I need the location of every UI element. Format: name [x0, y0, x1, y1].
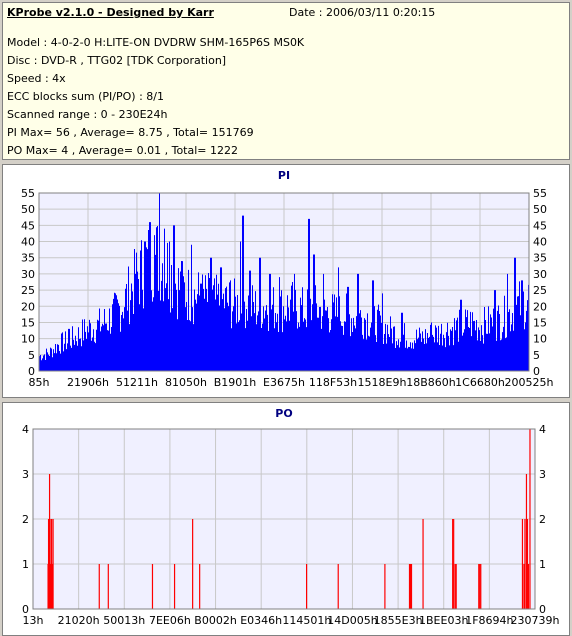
pi-bars [39, 193, 529, 371]
y-tick-label-left: 15 [21, 316, 35, 329]
x-tick-label: 85h [29, 376, 50, 389]
y-tick-label-left: 4 [22, 423, 29, 436]
y-tick-label-left: 0 [22, 603, 29, 616]
x-tick-label: 200525h [505, 376, 554, 389]
y-tick-label-left: 35 [21, 252, 35, 265]
x-tick-label: 21020h [58, 614, 100, 627]
po-bars [47, 429, 531, 609]
x-tick-label: B1901h [214, 376, 257, 389]
x-tick-label: 7EE06h [149, 614, 191, 627]
y-tick-label-left: 40 [21, 236, 35, 249]
y-tick-label-right: 3 [539, 468, 546, 481]
scan-date: Date : 2006/03/11 0:20:15 [289, 6, 436, 19]
x-tick-label: 230739h [511, 614, 560, 627]
app-title: KProbe v2.1.0 - Designed by Karr [7, 6, 214, 19]
x-tick-label: 1F8694h [465, 614, 513, 627]
x-tick-label: 51211h [116, 376, 158, 389]
po-chart: PO 0 0 1 1 2 2 3 3 4 4 13h 21020h 50013h 7EE06h B0002h E… [22, 407, 560, 627]
x-tick-label: 18B860h [406, 376, 456, 389]
x-tick-label: 1855E3h [374, 614, 423, 627]
y-tick-label-left: 45 [21, 219, 35, 232]
y-tick-label-right: 5 [533, 349, 540, 362]
y-tick-label-right: 50 [533, 203, 547, 216]
y-tick-label-right: 2 [539, 513, 546, 526]
info-ecc: ECC blocks sum (PI/PO) : 8/1 [7, 90, 164, 103]
y-tick-label-right: 15 [533, 316, 547, 329]
plot-border [38, 192, 530, 372]
y-tick-label-left: 50 [21, 203, 35, 216]
y-tick-label-right: 35 [533, 252, 547, 265]
x-tick-label: 50013h [103, 614, 145, 627]
info-panel: KProbe v2.1.0 - Designed by Karr Date : … [2, 2, 570, 160]
x-tick-label: B0002h [194, 614, 237, 627]
y-tick-label-left: 25 [21, 284, 35, 297]
y-tick-label-left: 5 [28, 349, 35, 362]
y-tick-label-right: 0 [539, 603, 546, 616]
y-tick-label-left: 55 [21, 187, 35, 200]
x-tick-label: 14D005h [327, 614, 377, 627]
x-tick-label: 21906h [67, 376, 109, 389]
y-tick-label-left: 0 [28, 365, 35, 378]
info-speed: Speed : 4x [7, 72, 66, 85]
y-tick-label-right: 25 [533, 284, 547, 297]
x-tick-label: E0346h [240, 614, 282, 627]
x-tick-label: 118F53h [309, 376, 357, 389]
y-tick-label-left: 1 [22, 558, 29, 571]
info-po-stats: PO Max= 4 , Average= 0.01 , Total= 1222 [7, 144, 238, 157]
y-tick-label-right: 1 [539, 558, 546, 571]
y-tick-label-right: 30 [533, 268, 547, 281]
x-tick-label: 81050h [165, 376, 207, 389]
x-tick-label: 1518E9h [358, 376, 407, 389]
y-tick-label-left: 20 [21, 300, 35, 313]
x-tick-label: 13h [23, 614, 44, 627]
y-tick-label-right: 55 [533, 187, 547, 200]
y-tick-label-right: 10 [533, 333, 547, 346]
info-range: Scanned range : 0 - 230E24h [7, 108, 168, 121]
chart-title: PO [275, 407, 292, 420]
y-tick-label-left: 10 [21, 333, 35, 346]
y-tick-label-right: 40 [533, 236, 547, 249]
plot-border [32, 428, 536, 610]
info-pi-stats: PI Max= 56 , Average= 8.75 , Total= 1517… [7, 126, 254, 139]
po-chart-panel: PO 0 0 1 1 2 2 3 3 4 4 13h 21020h 50013h 7EE06h B0002h E… [2, 402, 570, 636]
pi-chart-panel: PI 0 0 5 5 10 10 15 15 20 20 25 25 30 30 35 35 40 40 45 45 50… [2, 164, 570, 398]
y-tick-label-left: 3 [22, 468, 29, 481]
x-tick-label: E3675h [263, 376, 305, 389]
y-tick-label-left: 2 [22, 513, 29, 526]
x-tick-label: 1BEE03h [419, 614, 468, 627]
y-tick-label-right: 45 [533, 219, 547, 232]
y-tick-label-right: 4 [539, 423, 546, 436]
chart-title: PI [278, 169, 290, 182]
y-tick-label-left: 30 [21, 268, 35, 281]
y-tick-label-right: 20 [533, 300, 547, 313]
info-disc: Disc : DVD-R , TTG02 [TDK Corporation] [7, 54, 227, 67]
x-tick-label: 1C6680h [455, 376, 505, 389]
info-model: Model : 4-0-2-0 H:LITE-ON DVDRW SHM-165P… [7, 36, 305, 49]
x-tick-label: 114501h [282, 614, 331, 627]
y-tick-label-right: 0 [533, 365, 540, 378]
